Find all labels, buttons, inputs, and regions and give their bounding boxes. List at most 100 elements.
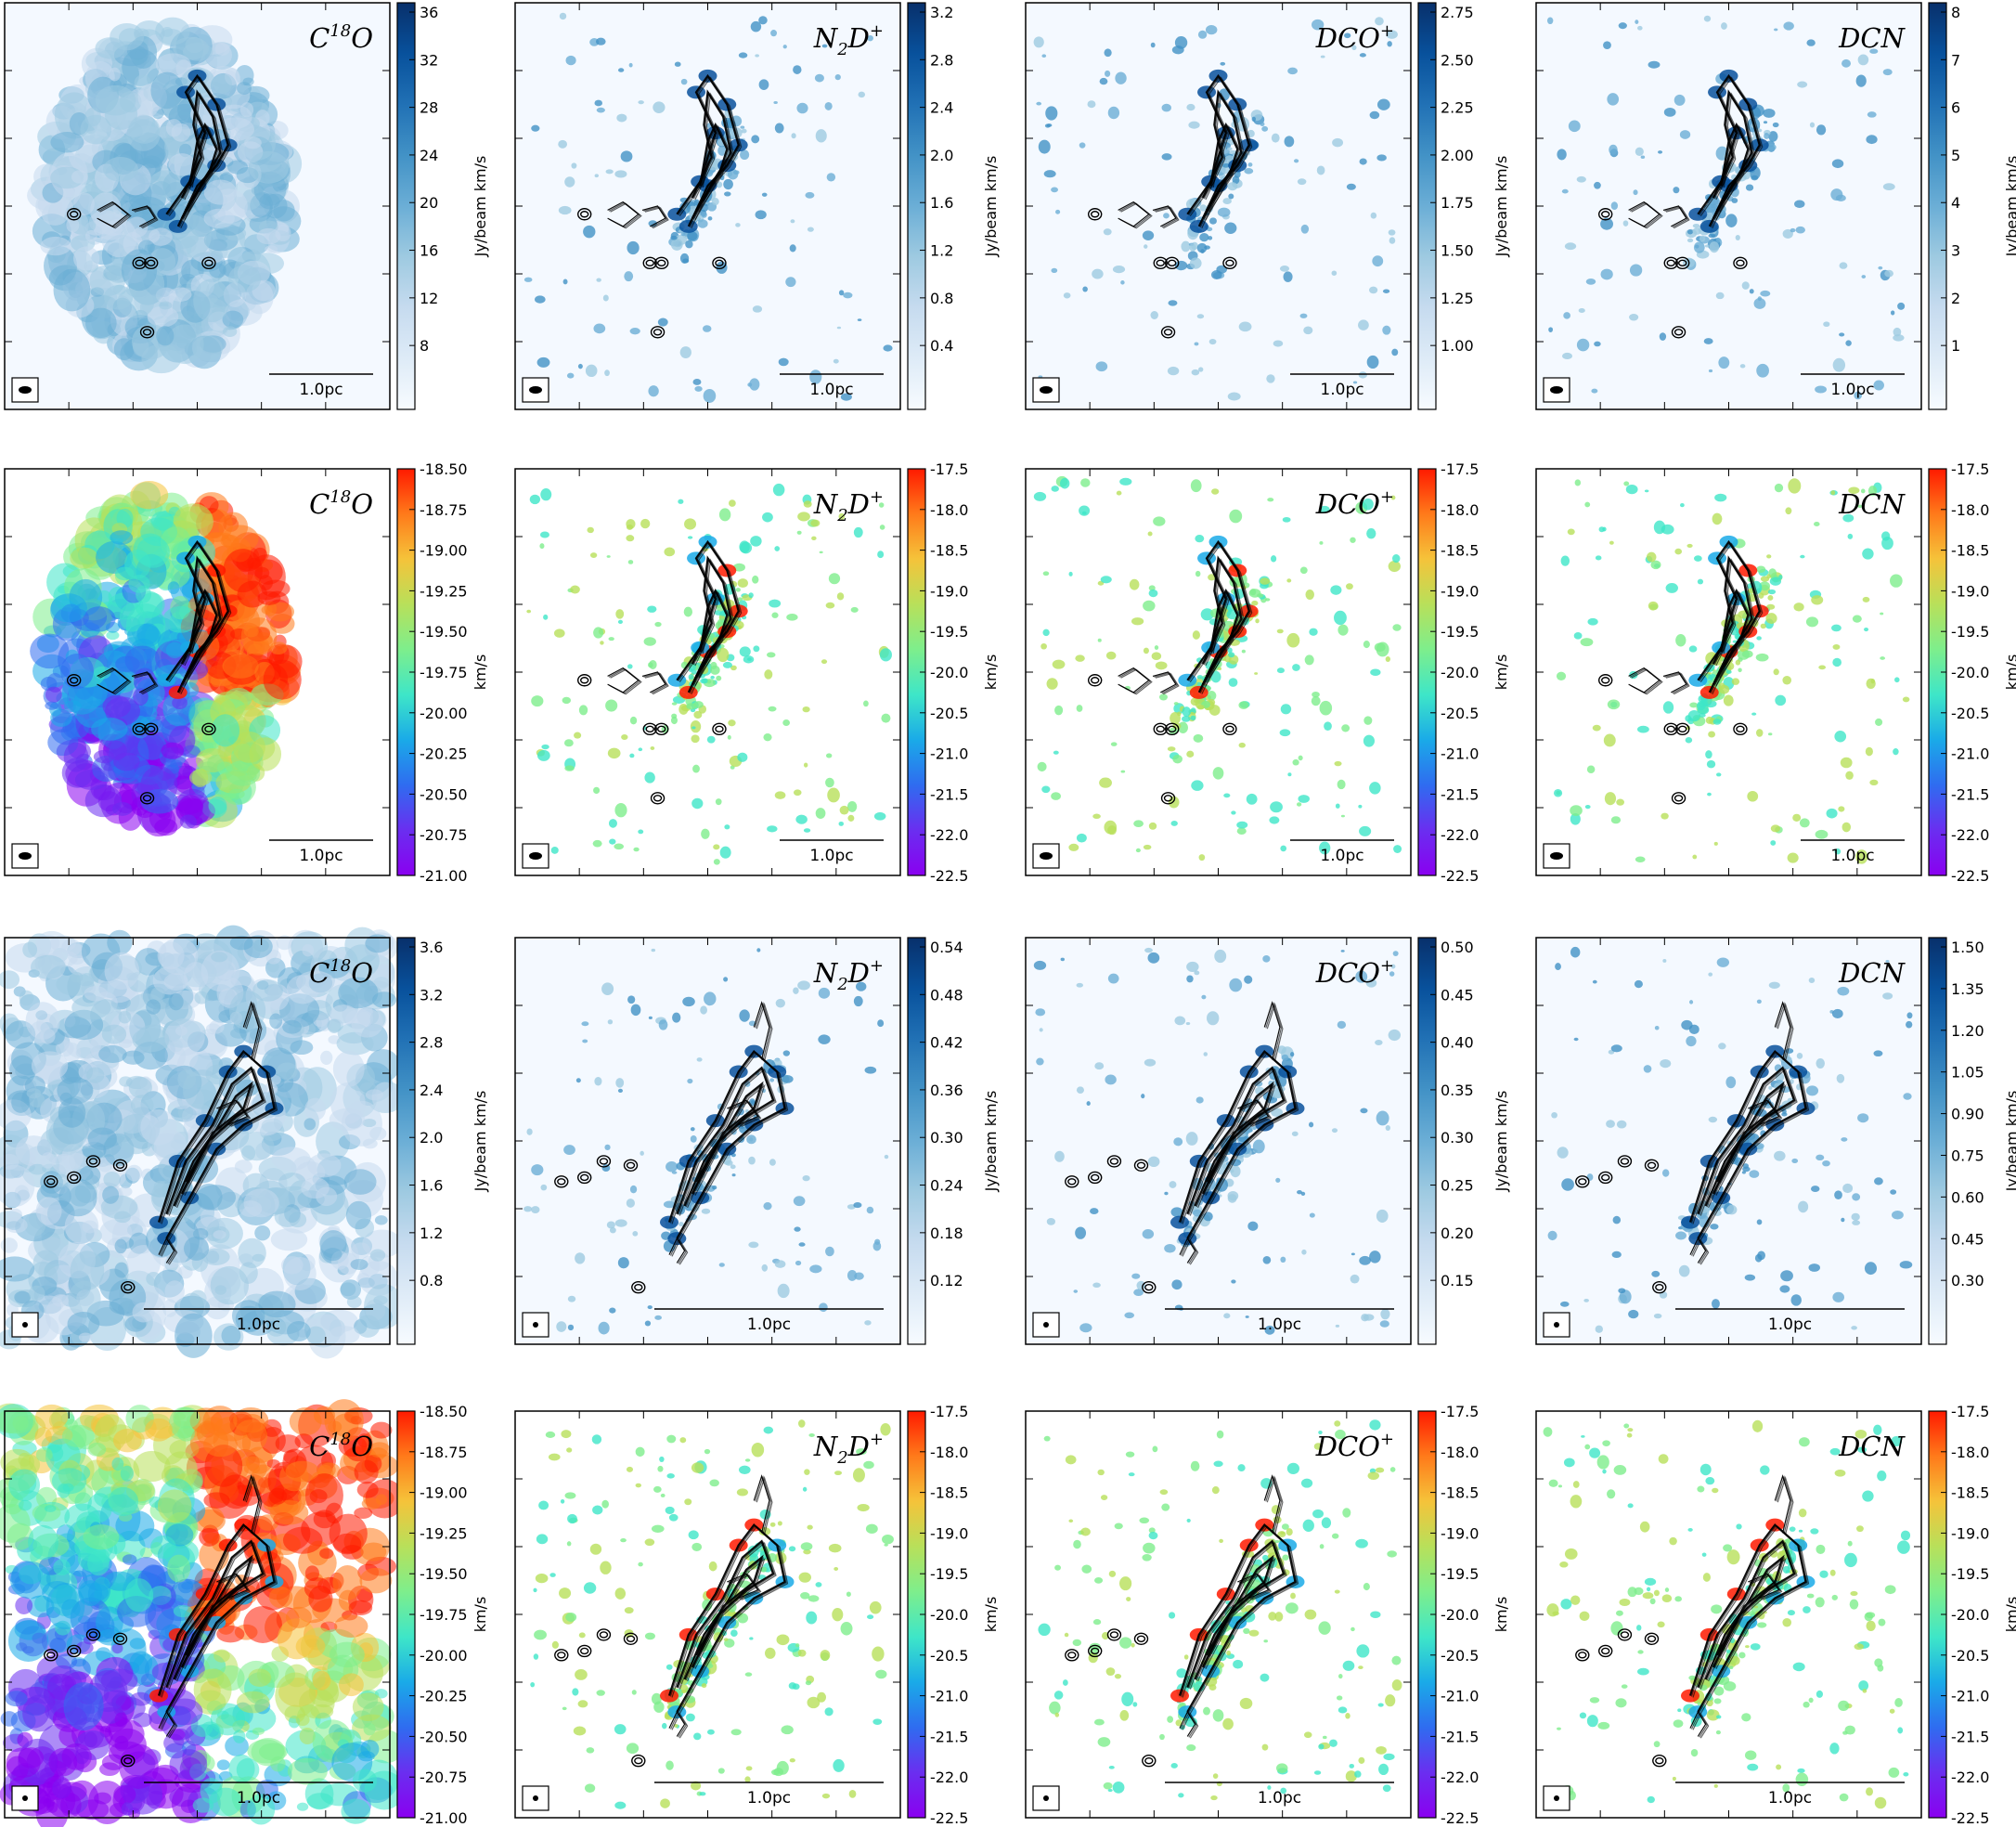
- continuum-contour: [204, 259, 213, 267]
- emission-blob: [1081, 511, 1087, 515]
- emission-blob: [1738, 667, 1742, 673]
- continuum-contour: [1600, 1173, 1610, 1182]
- emission-blob: [193, 279, 230, 323]
- emission-blob: [1196, 242, 1208, 253]
- continuum-contour: [1664, 672, 1689, 694]
- emission-blob: [624, 271, 634, 282]
- scale-bar-label: 1.0pc: [1258, 1315, 1301, 1334]
- emission-blob: [174, 775, 193, 790]
- emission-blob: [1768, 131, 1778, 142]
- emission-blob: [1267, 498, 1274, 502]
- emission-blob: [1573, 632, 1583, 640]
- emission-blob: [277, 1062, 298, 1081]
- continuum-contour: [623, 1159, 639, 1172]
- emission-blob: [1675, 1231, 1686, 1240]
- emission-blob: [716, 675, 722, 681]
- emission-blob: [1389, 237, 1396, 244]
- emission-blob: [1194, 970, 1200, 976]
- emission-blob: [648, 385, 659, 397]
- emission-blob: [1756, 999, 1762, 1004]
- emission-blob: [1376, 1110, 1389, 1126]
- emission-blob: [320, 1050, 333, 1066]
- emission-blob: [723, 977, 729, 982]
- emission-blob: [763, 732, 772, 742]
- continuum-contour: [577, 674, 592, 687]
- emission-blob: [1563, 312, 1570, 319]
- continuum-contour: [1704, 1081, 1785, 1207]
- colorbar-tick-label: -18.5: [1441, 542, 1479, 560]
- emission-blob: [185, 36, 204, 54]
- emission-blob: [821, 659, 828, 665]
- emission-blob: [167, 581, 180, 595]
- scale-bar-label: 1.0pc: [299, 847, 342, 865]
- emission-blob: [1041, 785, 1051, 794]
- emission-blob: [1834, 1190, 1842, 1200]
- emission-blob: [1747, 790, 1759, 802]
- continuum-contour: [1120, 202, 1153, 229]
- emission-blob: [1358, 804, 1363, 809]
- emission-blob: [643, 637, 656, 646]
- emission-blob: [1660, 1058, 1672, 1069]
- colorbar-tick-label: -19.0: [1441, 582, 1479, 600]
- emission-blob: [106, 630, 120, 641]
- emission-blob: [598, 1321, 610, 1335]
- emission-blob: [1182, 706, 1192, 717]
- emission-blob: [1755, 653, 1769, 662]
- emission-blob: [1648, 60, 1661, 69]
- colorbar-tick-label: -21.00: [420, 867, 468, 885]
- emission-blob: [1731, 678, 1740, 685]
- emission-blob: [1271, 133, 1280, 143]
- emission-blob: [559, 12, 567, 20]
- emission-blob: [1382, 289, 1390, 293]
- continuum-contour: [1663, 722, 1678, 736]
- colorbar-unit-label: Jy/beam km/s: [472, 156, 489, 258]
- emission-blob: [1385, 655, 1390, 662]
- emission-blob: [1855, 74, 1867, 87]
- emission-blob: [201, 1248, 230, 1265]
- emission-blob: [1712, 719, 1722, 725]
- emission-blob: [1269, 1074, 1275, 1080]
- emission-blob: [1370, 668, 1381, 677]
- emission-blob: [1174, 1016, 1186, 1026]
- emission-blob: [340, 1279, 361, 1300]
- emission-blob: [1793, 603, 1804, 612]
- emission-blob: [1227, 392, 1241, 401]
- emission-blob: [1136, 1280, 1146, 1290]
- emission-blob: [1845, 340, 1852, 346]
- continuum-contour: [44, 1175, 58, 1188]
- emission-blob: [564, 176, 575, 188]
- emission-blob: [1224, 222, 1237, 235]
- emission-blob: [724, 824, 730, 830]
- colorbar-unit-label: Jy/beam km/s: [2003, 1091, 2016, 1193]
- emission-blob: [1212, 767, 1224, 780]
- emission-blob: [1766, 603, 1776, 610]
- emission-blob: [755, 54, 759, 58]
- map-panel-2-3: DCN1.0pc1.501.351.201.050.900.750.600.45…: [1535, 937, 2016, 1345]
- emission-blob: [733, 563, 745, 572]
- continuum-contour: [180, 555, 222, 685]
- continuum-contour: [1600, 211, 1610, 218]
- emission-blob: [691, 734, 700, 744]
- continuum-contour: [185, 588, 218, 677]
- emission-blob: [1674, 94, 1686, 106]
- continuum-contour: [1717, 590, 1751, 678]
- emission-blob: [1203, 1212, 1213, 1222]
- emission-blob: [83, 606, 116, 632]
- emission-blob: [671, 1171, 678, 1174]
- emission-blob: [32, 1250, 59, 1277]
- continuum-contour: [577, 1171, 592, 1185]
- emission-blob: [78, 1332, 93, 1342]
- emission-blob: [189, 1289, 207, 1308]
- continuum-contour: [1240, 1101, 1273, 1127]
- emission-blob: [240, 617, 278, 655]
- emission-blob: [609, 838, 616, 845]
- molecule-label: C18O: [309, 956, 373, 989]
- emission-blob: [1680, 503, 1685, 508]
- emission-blob: [746, 1134, 756, 1145]
- emission-blob: [1562, 352, 1573, 360]
- emission-blob: [523, 1206, 533, 1212]
- continuum-contour: [755, 1002, 772, 1061]
- emission-blob: [64, 1208, 99, 1244]
- emission-blob: [1153, 516, 1166, 526]
